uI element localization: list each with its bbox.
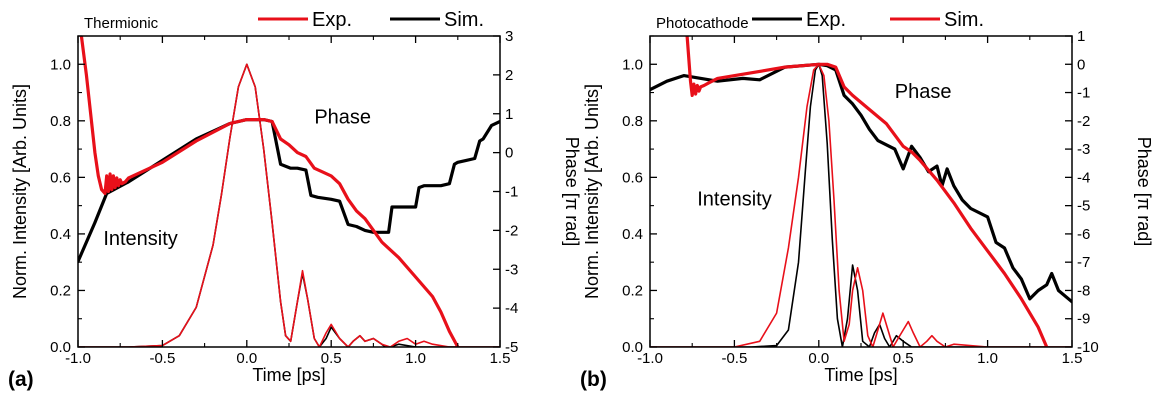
series-intensity-exp — [650, 63, 1072, 347]
legend-label: Exp. — [806, 9, 846, 31]
y-tick-label: 0.2 — [50, 282, 71, 299]
y2-tick-label: -6 — [1077, 226, 1090, 243]
y2-axis-title: Phase [π rad] — [562, 137, 582, 246]
y-tick-label: 0.8 — [622, 113, 643, 130]
y2-tick-label: 2 — [505, 67, 513, 84]
x-tick-label: -1.0 — [65, 350, 91, 367]
y2-tick-label: 0 — [505, 145, 513, 162]
x-tick-label: 0.0 — [236, 350, 257, 367]
x-tick-label: 1.5 — [490, 350, 511, 367]
series-group — [78, 36, 500, 347]
x-tick-label: -1.0 — [637, 350, 663, 367]
legend-label: Sim. — [444, 9, 484, 31]
y2-tick-label: -7 — [1077, 254, 1090, 271]
y-tick-label: 0.4 — [50, 226, 71, 243]
series-phase-exp — [79, 36, 460, 347]
y2-tick-label: -5 — [1077, 198, 1090, 215]
inset-title: Thermionic — [84, 15, 159, 32]
y-tick-label: 0.6 — [622, 169, 643, 186]
x-tick-label: 1.5 — [1062, 350, 1083, 367]
x-tick-label: 0.5 — [321, 350, 342, 367]
y2-tick-label: -5 — [505, 339, 518, 356]
y2-tick-label: -3 — [1077, 141, 1090, 158]
series-phase-sim — [685, 36, 1049, 347]
x-tick-label: -0.5 — [721, 350, 747, 367]
y2-tick-label: -8 — [1077, 282, 1090, 299]
y-tick-label: 0.0 — [622, 339, 643, 356]
annotation-label: Phase — [895, 81, 952, 103]
x-tick-label: -0.5 — [149, 350, 175, 367]
y2-tick-label: -9 — [1077, 311, 1090, 328]
y2-tick-label: -4 — [505, 300, 518, 317]
x-axis-title: Time [ps] — [824, 365, 897, 385]
y2-tick-label: 1 — [505, 106, 513, 123]
series-phase-exp — [650, 62, 1072, 304]
series-intensity-exp — [78, 63, 500, 347]
panel-label: (a) — [8, 368, 34, 391]
series-intensity-sim — [650, 63, 1072, 347]
y2-axis-title: Phase [π rad] — [1134, 137, 1152, 246]
x-tick-label: 1.0 — [405, 350, 426, 367]
x-tick-label: 0.0 — [808, 350, 829, 367]
y2-tick-label: -2 — [505, 222, 518, 239]
legend-label: Exp. — [312, 9, 352, 31]
x-axis-title: Time [ps] — [252, 365, 325, 385]
y2-tick-label: -1 — [505, 184, 518, 201]
y2-tick-label: -4 — [1077, 169, 1090, 186]
y-tick-label: 0.2 — [622, 282, 643, 299]
legend-label: Sim. — [944, 9, 984, 31]
y2-tick-label: -2 — [1077, 113, 1090, 130]
annotation-label: Intensity — [103, 228, 177, 250]
annotation-label: Intensity — [697, 189, 771, 211]
y2-tick-label: 3 — [505, 28, 513, 45]
y-tick-label: 1.0 — [622, 56, 643, 73]
y2-tick-label: -3 — [505, 261, 518, 278]
annotation-label: Phase — [314, 107, 371, 129]
y-tick-label: 0.8 — [50, 113, 71, 130]
panel-label: (b) — [580, 368, 607, 391]
x-tick-label: 1.0 — [977, 350, 998, 367]
chart-panel-b: -1.0 -0.5 0.0 0.5 1.0 1.5 0.0 0.2 0.4 0.6 0.8 1.0 1 0… — [580, 9, 1152, 391]
y-axis-title: Norm. Intensity [Arb. Units] — [582, 84, 602, 299]
y-axis-title: Norm. Intensity [Arb. Units] — [10, 84, 30, 299]
y-tick-label: 0.0 — [50, 339, 71, 356]
inset-title: Photocathode — [656, 15, 749, 32]
y2-tick-label: 1 — [1077, 28, 1085, 45]
chart-panel-a: -1.0 -0.5 0.0 0.5 1.0 1.5 0.0 0.2 0.4 0.6 0.8 1.0 3 2… — [8, 9, 582, 391]
y2-tick-label: 0 — [1077, 56, 1085, 73]
y-tick-label: 0.4 — [622, 226, 643, 243]
y2-tick-label: -10 — [1077, 339, 1099, 356]
plot-frame — [77, 35, 501, 348]
y-tick-label: 1.0 — [50, 56, 71, 73]
series-group — [650, 36, 1072, 347]
y-tick-label: 0.6 — [50, 169, 71, 186]
y2-tick-label: -1 — [1077, 85, 1090, 102]
x-tick-label: 0.5 — [893, 350, 914, 367]
